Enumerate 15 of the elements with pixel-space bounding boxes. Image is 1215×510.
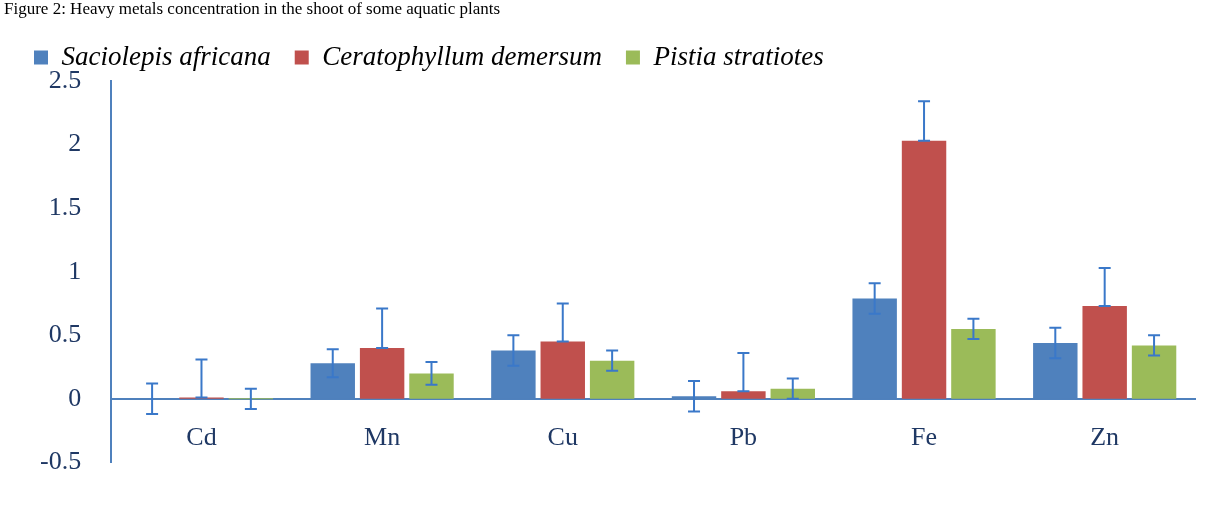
legend-label: Ceratophyllum demersum — [322, 40, 602, 71]
y-tick-label: 2 — [68, 128, 82, 158]
y-tick-label: 1.5 — [48, 191, 82, 221]
x-tick-label: Cd — [186, 422, 217, 452]
y-tick-label: -0.5 — [39, 446, 82, 476]
x-tick-label: Cu — [547, 422, 578, 452]
x-tick-label: Zn — [1090, 422, 1120, 452]
y-tick-label: 0 — [68, 382, 82, 412]
y-tick-label: 0.5 — [48, 319, 82, 349]
y-tick-label: 1 — [68, 255, 82, 285]
x-tick-label: Mn — [364, 422, 401, 452]
x-tick-label: Pb — [729, 422, 758, 452]
x-tick-label: Fe — [911, 422, 938, 452]
legend-label: Pistia stratiotes — [652, 40, 824, 71]
chart-title: Figure 2: Heavy metals concentration in the shoot of some aquatic plants — [3, 0, 502, 20]
